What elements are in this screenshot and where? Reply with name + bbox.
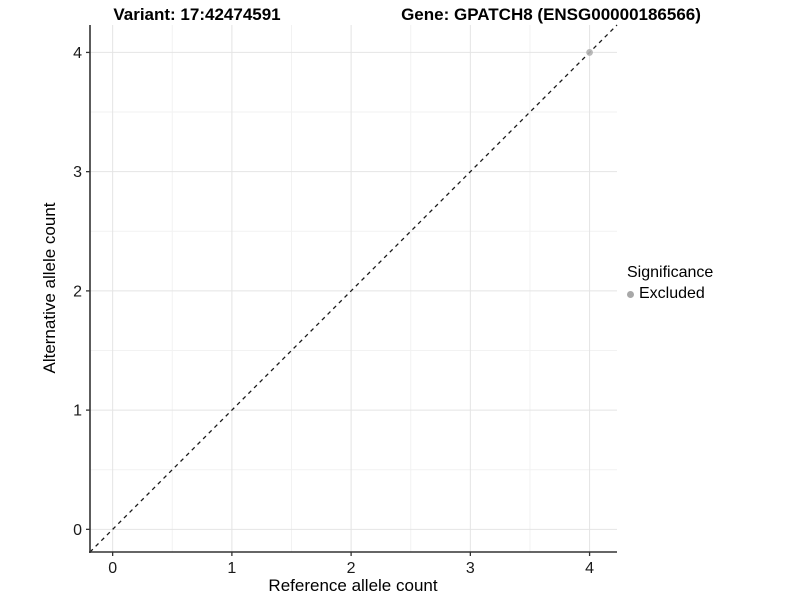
excluded-point-icon [627,290,634,298]
y-tick-label: 1 [73,403,82,420]
variant-title: Variant: 17:42474591 [113,5,281,24]
y-tick-label: 3 [73,164,82,181]
x-tick-label: 2 [347,560,356,577]
legend-item-excluded: Excluded [627,285,713,303]
x-tick-label: 0 [108,560,117,577]
y-axis-title: Alternative allele count [40,202,59,374]
x-tick-label: 3 [466,560,475,577]
gene-title: Gene: GPATCH8 (ENSG00000186566) [401,5,701,24]
y-tick-label: 2 [73,283,82,300]
y-tick-label: 0 [73,522,82,539]
data-point [586,49,593,56]
x-tick-label: 1 [227,560,236,577]
x-tick-label: 4 [585,560,594,577]
legend-title: Significance [627,264,714,281]
legend: Significance Excluded [627,264,713,303]
y-tick-label: 4 [73,45,82,62]
x-axis-title: Reference allele count [268,576,438,595]
identity-line [89,24,618,553]
legend-item-label: Excluded [639,285,705,302]
